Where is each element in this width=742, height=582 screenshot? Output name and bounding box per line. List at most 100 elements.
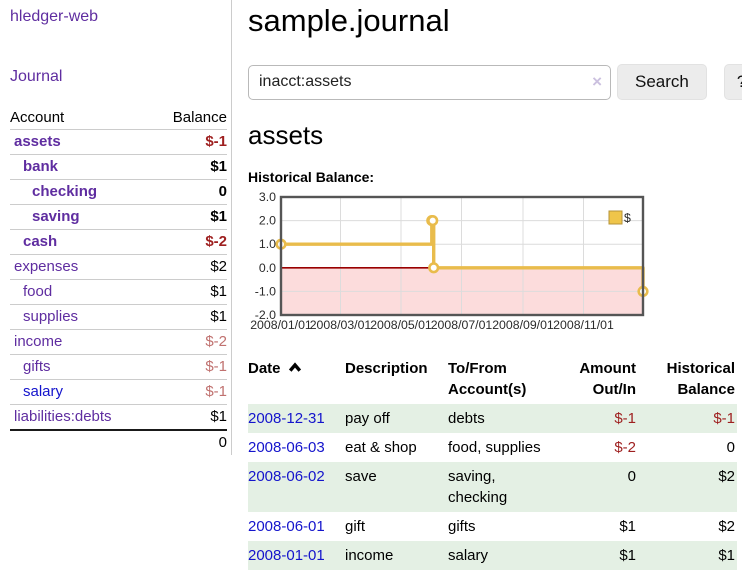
account-balance: $1 — [210, 308, 227, 325]
account-balance: $1 — [210, 158, 227, 175]
accounts-total-row: 0 — [10, 429, 227, 455]
account-row: cash $-2 — [10, 229, 227, 255]
transaction-balance: $2 — [718, 518, 735, 535]
transaction-balance: 0 — [726, 439, 735, 456]
svg-text:2008/11/01: 2008/11/01 — [553, 318, 614, 332]
transaction-row: 2008-01-01 income salary $1 $1 — [248, 541, 737, 570]
app-title-link[interactable]: hledger-web — [10, 8, 99, 25]
accounts-balance-table: Account Balance assets $-1 bank $1 checking 0… — [10, 106, 227, 455]
account-heading: assets — [248, 120, 324, 150]
balance-column-header: Balance — [172, 109, 227, 126]
transaction-balance: $2 — [718, 468, 735, 485]
transaction-date-link[interactable]: 2008-06-01 — [248, 518, 325, 535]
account-balance: $2 — [210, 258, 227, 275]
account-balance: $-1 — [205, 383, 227, 400]
account-balance: $1 — [210, 208, 227, 225]
account-column-header: Account — [10, 109, 65, 126]
account-row: bank $1 — [10, 154, 227, 180]
account-link-liabilities-debts[interactable]: liabilities:debts — [14, 408, 112, 425]
transaction-description: save — [345, 468, 377, 485]
account-link-checking[interactable]: checking — [32, 183, 98, 200]
svg-text:2008/03/01: 2008/03/01 — [310, 318, 372, 332]
transaction-accounts: salary — [448, 547, 489, 564]
svg-text:3.0: 3.0 — [259, 192, 276, 204]
balance-column-header-main: Historical Balance — [666, 360, 735, 398]
svg-text:-2.0: -2.0 — [255, 308, 276, 322]
account-row: saving $1 — [10, 204, 227, 230]
svg-text:2008/09/01: 2008/09/01 — [492, 318, 554, 332]
account-balance: $-2 — [205, 333, 227, 350]
svg-text:1.0: 1.0 — [259, 237, 276, 251]
transaction-balance: $1 — [718, 547, 735, 564]
sort-ascending-chevron-up-icon — [288, 358, 302, 379]
clear-search-icon[interactable]: × — [592, 71, 602, 91]
register-header-row: Date Description To/From Account(s) Amou… — [248, 355, 737, 404]
account-link-bank[interactable]: bank — [23, 158, 59, 175]
transaction-accounts: debts — [448, 410, 485, 427]
transaction-row: 2008-06-03 eat & shop food, supplies $-2 0 — [248, 433, 737, 462]
account-link-saving[interactable]: saving — [32, 208, 80, 225]
accounts-total-spacer — [10, 429, 152, 455]
svg-text:$: $ — [624, 211, 631, 225]
transaction-amount: $1 — [619, 518, 636, 535]
chart-heading: Historical Balance: — [248, 169, 375, 185]
account-balance: 0 — [218, 183, 227, 200]
accounts-total-balance: 0 — [151, 429, 227, 455]
account-link-gifts[interactable]: gifts — [23, 358, 51, 375]
search-input[interactable] — [248, 64, 611, 100]
transaction-date-link[interactable]: 2008-06-03 — [248, 439, 325, 456]
account-row: salary $-1 — [10, 379, 227, 405]
account-row: gifts $-1 — [10, 354, 227, 380]
date-header-label: Date — [248, 360, 281, 377]
account-row: expenses $2 — [10, 254, 227, 280]
historical-balance-chart: $ -2.0 -1.0 0.0 1.0 2.0 3.0 2008/01/01 2008/03/0… — [248, 190, 742, 339]
account-link-food[interactable]: food — [23, 283, 53, 300]
account-balance: $-1 — [205, 133, 227, 150]
transaction-amount: $-1 — [614, 410, 636, 427]
account-link-cash[interactable]: cash — [23, 233, 58, 250]
transaction-accounts: food, supplies — [448, 439, 541, 456]
account-link-salary[interactable]: salary — [23, 383, 64, 400]
transaction-row: 2008-06-02 save saving, checking 0 $2 — [248, 462, 737, 512]
account-row: checking 0 — [10, 179, 227, 205]
search-button[interactable]: Search — [617, 64, 707, 100]
transaction-date-link[interactable]: 2008-12-31 — [248, 410, 325, 427]
account-link-expenses[interactable]: expenses — [14, 258, 79, 275]
accounts-column-header: To/From Account(s) — [448, 360, 527, 398]
account-row: assets $-1 — [10, 129, 227, 155]
transaction-row: 2008-06-01 gift gifts $1 $2 — [248, 512, 737, 541]
svg-text:2.0: 2.0 — [259, 214, 276, 228]
date-column-header[interactable]: Date — [248, 355, 345, 404]
page-title: sample.journal — [248, 3, 450, 38]
register-table-body: 2008-12-31 pay off debts $-1 $-1 2008-06-03 ea… — [248, 404, 737, 570]
accounts-header-row: Account Balance — [10, 106, 227, 130]
account-balance: $-1 — [205, 358, 227, 375]
svg-text:2008/01/01: 2008/01/01 — [250, 318, 312, 332]
transaction-date-link[interactable]: 2008-06-02 — [248, 468, 325, 485]
transaction-amount: 0 — [627, 468, 636, 485]
sidebar-item-journal[interactable]: Journal — [10, 68, 63, 85]
account-row: income $-2 — [10, 329, 227, 355]
transaction-accounts: gifts — [448, 518, 476, 535]
transaction-date-link[interactable]: 2008-01-01 — [248, 547, 325, 564]
transaction-balance: $-1 — [713, 410, 735, 427]
transaction-description: gift — [345, 518, 366, 535]
account-link-assets[interactable]: assets — [14, 133, 61, 150]
svg-text:0.0: 0.0 — [259, 261, 276, 275]
search-help-button[interactable]: ? — [723, 64, 742, 100]
svg-text:-1.0: -1.0 — [255, 284, 276, 298]
account-row: food $1 — [10, 279, 227, 305]
hledger-web-app: hledger-web Journal Account Balance asse… — [10, 0, 742, 570]
transaction-description: pay off — [345, 410, 390, 427]
main-content: sample.journal × Search ? assets Histori… — [232, 0, 742, 570]
account-link-supplies[interactable]: supplies — [23, 308, 79, 325]
transaction-accounts: saving, checking — [448, 468, 508, 506]
account-row: supplies $1 — [10, 304, 227, 330]
transaction-description: income — [345, 547, 394, 564]
account-link-income[interactable]: income — [14, 333, 63, 350]
account-balance: $1 — [210, 283, 227, 300]
transaction-row: 2008-12-31 pay off debts $-1 $-1 — [248, 404, 737, 433]
account-row: liabilities:debts $1 — [10, 404, 227, 431]
transaction-amount: $1 — [619, 547, 636, 564]
accounts-table-body: assets $-1 bank $1 checking 0 saving $1 cash $-2 e… — [10, 129, 227, 431]
